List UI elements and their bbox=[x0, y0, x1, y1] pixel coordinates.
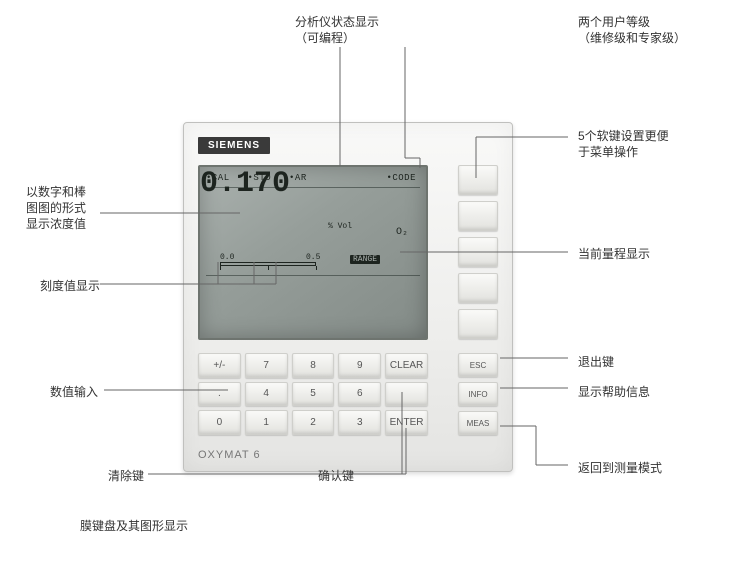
device-panel: SIEMENS OXYMAT 6 •CAL •STO •AR •CODE 0.1… bbox=[183, 122, 513, 472]
range-tag: RANGE bbox=[350, 255, 380, 264]
key-4[interactable]: 4 bbox=[245, 382, 288, 407]
key-2[interactable]: 2 bbox=[292, 410, 335, 435]
status-row: •CAL •STO •AR •CODE bbox=[200, 173, 426, 183]
callout-meas: 返回到测量模式 bbox=[578, 460, 662, 476]
scale-max: 0.5 bbox=[306, 253, 320, 262]
key-plusminus[interactable]: +/- bbox=[198, 353, 241, 378]
callout-clear: 清除键 bbox=[108, 468, 144, 484]
callout-esc: 退出键 bbox=[578, 354, 614, 370]
key-3[interactable]: 3 bbox=[338, 410, 381, 435]
softkey-1[interactable] bbox=[458, 165, 498, 195]
softkey-3[interactable] bbox=[458, 237, 498, 267]
callout-enter: 确认键 bbox=[318, 468, 354, 484]
key-0[interactable]: 0 bbox=[198, 410, 241, 435]
info-button[interactable]: INFO bbox=[458, 382, 498, 406]
model-label: OXYMAT 6 bbox=[198, 449, 261, 461]
callout-numin: 数值输入 bbox=[50, 384, 98, 400]
callout-softkeys: 5个软键设置更便 于菜单操作 bbox=[578, 128, 669, 160]
callout-range: 当前量程显示 bbox=[578, 246, 650, 262]
callout-info: 显示帮助信息 bbox=[578, 384, 650, 400]
softkey-5[interactable] bbox=[458, 309, 498, 339]
key-blank bbox=[385, 382, 428, 407]
status-cal: •CAL bbox=[206, 173, 230, 183]
status-code: •CODE bbox=[386, 173, 416, 183]
softkey-column bbox=[458, 165, 498, 345]
key-7[interactable]: 7 bbox=[245, 353, 288, 378]
function-key-column: ESC INFO MEAS bbox=[458, 353, 498, 440]
key-1[interactable]: 1 bbox=[245, 410, 288, 435]
scale-min: 0.0 bbox=[220, 253, 234, 262]
key-9[interactable]: 9 bbox=[338, 353, 381, 378]
lcd-screen: •CAL •STO •AR •CODE 0.170 % Vol O₂ 0.0 0… bbox=[198, 165, 428, 340]
brand-plate: SIEMENS bbox=[198, 137, 270, 154]
key-clear[interactable]: CLEAR bbox=[385, 353, 428, 378]
key-dot[interactable]: . bbox=[198, 382, 241, 407]
status-ar: •AR bbox=[289, 173, 307, 183]
meas-button[interactable]: MEAS bbox=[458, 411, 498, 435]
key-5[interactable]: 5 bbox=[292, 382, 335, 407]
species-label: O₂ bbox=[396, 227, 408, 238]
status-sto: •STO bbox=[248, 173, 272, 183]
key-enter[interactable]: ENTER bbox=[385, 410, 428, 435]
figure-caption: 膜键盘及其图形显示 bbox=[80, 517, 188, 534]
unit-label: % Vol bbox=[328, 222, 352, 231]
callout-scale: 刻度值显示 bbox=[40, 278, 100, 294]
softkey-2[interactable] bbox=[458, 201, 498, 231]
esc-button[interactable]: ESC bbox=[458, 353, 498, 377]
callout-userlvls: 两个用户等级 （维修级和专家级） bbox=[578, 14, 686, 46]
key-6[interactable]: 6 bbox=[338, 382, 381, 407]
callout-status: 分析仪状态显示 （可编程） bbox=[295, 14, 379, 46]
callout-numbars: 以数字和棒 图图的形式 显示浓度值 bbox=[26, 184, 86, 233]
key-8[interactable]: 8 bbox=[292, 353, 335, 378]
softkey-4[interactable] bbox=[458, 273, 498, 303]
numeric-keypad: +/- 7 8 9 CLEAR . 4 5 6 0 1 2 3 ENTER bbox=[198, 353, 428, 435]
